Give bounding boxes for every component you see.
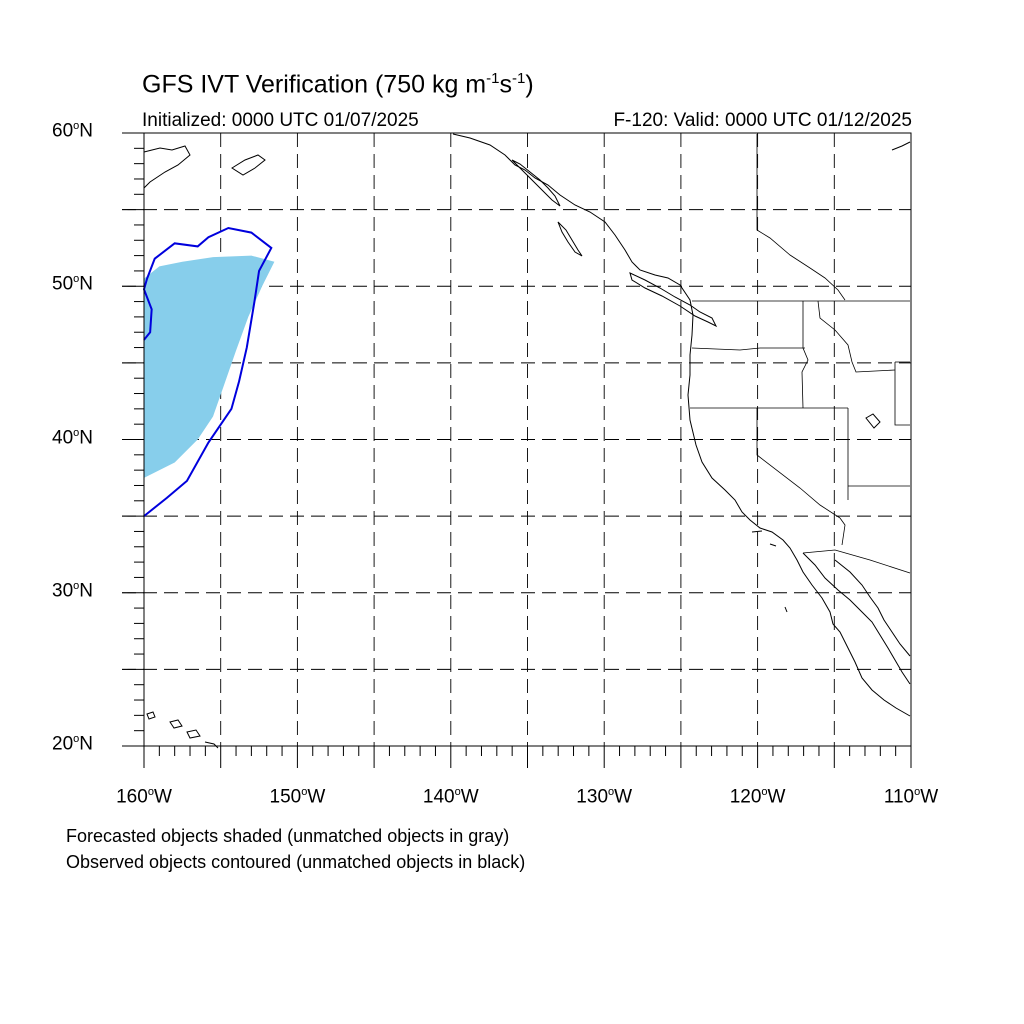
border-wa-or xyxy=(691,347,805,351)
border-alaska-canada xyxy=(756,134,846,301)
coastline-hawaii-maui xyxy=(186,729,201,739)
coastlines xyxy=(143,133,911,749)
coastline-alaska-west xyxy=(143,145,191,189)
lon-label-130w: 130oW xyxy=(576,786,633,808)
coastline-top-right xyxy=(891,141,911,151)
observed-object-contour xyxy=(142,226,273,517)
axis-ticks xyxy=(122,132,912,768)
lat-label-60n: 60oN xyxy=(52,120,93,142)
lon-label-150w: 150oW xyxy=(269,786,326,808)
coastline-kodiak xyxy=(231,154,266,176)
coastline-hawaii-kauai xyxy=(146,711,156,720)
initialized-time: Initialized: 0000 UTC 01/07/2025 xyxy=(142,110,419,131)
lat-label-40n: 40oN xyxy=(52,426,93,448)
coastline-haida-gwaii xyxy=(557,221,583,257)
border-id-mt xyxy=(817,300,896,373)
coastline-channel-islands xyxy=(751,530,777,547)
coastline-great-salt-lake xyxy=(865,413,881,429)
footer-note-forecast: Forecasted objects shaded (unmatched obj… xyxy=(66,826,510,846)
border-ca-nv xyxy=(756,408,841,519)
coastline-north-america xyxy=(452,133,911,717)
lat-label-20n: 20oN xyxy=(52,733,93,755)
graticule-grid xyxy=(122,133,911,746)
chart-title: GFS IVT Verification (750 kg m-1s-1) xyxy=(142,70,534,99)
coastline-hawaii-oahu xyxy=(169,719,183,729)
political-borders xyxy=(690,134,911,574)
border-wy xyxy=(894,361,910,426)
coastline-alaska-islands xyxy=(511,159,561,207)
forecast-object-shaded xyxy=(144,255,275,478)
valid-time: F-120: Valid: 0000 UTC 01/12/2025 xyxy=(613,110,912,131)
coastline-baja-gulf xyxy=(802,552,911,685)
lon-label-140w: 140oW xyxy=(422,786,479,808)
lat-label-50n: 50oN xyxy=(52,273,93,295)
lon-label-120w: 120oW xyxy=(729,786,786,808)
coastline-hawaii-big xyxy=(204,741,219,749)
border-wa-id xyxy=(801,301,809,409)
coastline-vancouver-island xyxy=(629,272,718,328)
border-us-mexico xyxy=(802,549,911,574)
coastline-gulf-east xyxy=(834,559,911,657)
lat-label-30n: 30oN xyxy=(52,579,93,602)
lon-label-110w: 110oW xyxy=(883,786,939,808)
coastline-guadalupe xyxy=(784,606,788,613)
footer-note-observed: Observed objects contoured (unmatched ob… xyxy=(66,852,526,872)
lon-label-160w: 160oW xyxy=(116,786,172,808)
border-nv-az xyxy=(839,517,846,546)
